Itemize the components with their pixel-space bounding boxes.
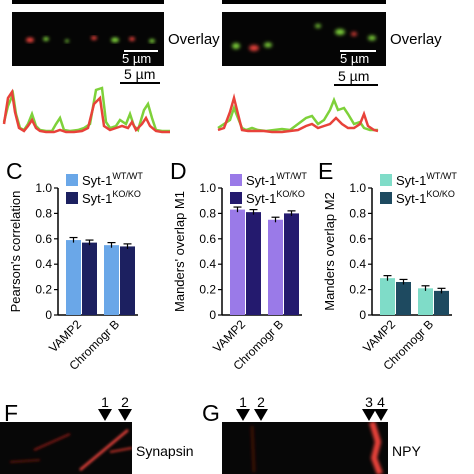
y-tick-label: 0.6 xyxy=(199,232,216,246)
y-tick-label: 0.2 xyxy=(199,283,216,297)
bar xyxy=(418,288,433,315)
panel-letter-d: D xyxy=(170,158,187,184)
legend-swatch xyxy=(66,192,78,204)
y-tick-label: 0.2 xyxy=(35,283,52,297)
panel-letter-f: F xyxy=(4,400,19,426)
arrowhead-icon xyxy=(362,409,376,421)
legend-swatch xyxy=(380,174,392,186)
y-tick-label: 0 xyxy=(209,308,216,322)
y-tick-label: 0.4 xyxy=(199,257,216,271)
arrow-label-g-2: 2 xyxy=(257,394,265,410)
y-tick-label: 0.2 xyxy=(349,283,366,297)
y-tick-label: 1.0 xyxy=(349,181,366,195)
red-trace xyxy=(2,88,170,134)
arrowhead-icon xyxy=(236,409,250,421)
legend-swatch xyxy=(66,174,78,186)
y-tick-label: 0.8 xyxy=(35,206,52,220)
legend-swatch xyxy=(230,192,242,204)
arrow-label-g-3: 3 xyxy=(365,394,373,410)
legend-label: Syt-1KO/KO xyxy=(82,189,141,206)
top-bar-right xyxy=(222,0,386,4)
arrow-label-f-1: 1 xyxy=(101,394,109,410)
bar xyxy=(434,290,449,315)
kymograph-label-npy: NPY xyxy=(392,443,421,459)
bar xyxy=(66,240,81,315)
legend-label: Syt-1KO/KO xyxy=(396,189,455,206)
panel-letter-g: G xyxy=(202,400,220,426)
scale-bar-line xyxy=(124,50,158,52)
kymograph-npy xyxy=(222,422,388,474)
top-bar-left xyxy=(12,0,164,4)
overlay-label-right: Overlay xyxy=(390,31,442,48)
y-tick-label: 0.6 xyxy=(349,232,366,246)
arrow-label-f-2: 2 xyxy=(121,394,129,410)
arrow-label-g-1: 1 xyxy=(239,394,247,410)
legend-label: Syt-1WT/WT xyxy=(82,171,143,188)
arrow-label-g-4: 4 xyxy=(377,394,385,410)
trace-scale-label-right: 5 µm xyxy=(338,68,370,84)
y-axis-label: Pearson's correlation xyxy=(8,191,23,313)
trace-scale-label-left: 5 µm xyxy=(124,66,156,82)
scale-bar-label: 5 µm xyxy=(340,51,370,66)
trace-scale-line-right xyxy=(334,84,378,86)
arrowhead-icon xyxy=(374,409,388,421)
line-scan-trace-left xyxy=(2,86,170,134)
bar xyxy=(82,242,97,315)
bar xyxy=(120,246,135,315)
y-tick-label: 0 xyxy=(45,308,52,322)
red-trace xyxy=(217,93,379,134)
line-scan-trace-right xyxy=(217,93,379,134)
y-tick-label: 1.0 xyxy=(199,181,216,195)
legend-swatch xyxy=(230,174,242,186)
y-tick-label: 1.0 xyxy=(35,181,52,195)
bar-chart-d: Manders' overlap M100.20.40.60.81.0VAMP2… xyxy=(172,171,307,373)
arrowhead-icon xyxy=(98,409,112,421)
bar-chart-e: Manders overlap M200.20.40.60.81.0VAMP2C… xyxy=(322,171,457,373)
legend-label: Syt-1WT/WT xyxy=(396,171,457,188)
scale-bar-label: 5 µm xyxy=(122,51,152,66)
y-tick-label: 0.8 xyxy=(349,206,366,220)
overlay-label-left: Overlay xyxy=(168,31,220,48)
bar xyxy=(104,245,119,315)
legend-swatch xyxy=(380,192,392,204)
y-tick-label: 0.8 xyxy=(199,206,216,220)
overlay-image-right: 5 µm xyxy=(222,12,386,66)
bar xyxy=(268,219,283,315)
bar xyxy=(284,213,299,315)
bar xyxy=(380,278,395,315)
y-tick-label: 0.4 xyxy=(349,257,366,271)
bar xyxy=(396,281,411,315)
y-axis-label: Manders' overlap M1 xyxy=(172,191,187,312)
bar xyxy=(230,209,245,315)
y-axis-label: Manders overlap M2 xyxy=(322,192,337,311)
trace-scale-line-left xyxy=(120,82,160,84)
panel-letter-e: E xyxy=(318,158,334,184)
kymograph-label-synapsin: Synapsin xyxy=(136,443,194,459)
y-tick-label: 0.6 xyxy=(35,232,52,246)
panel-letter-c: C xyxy=(6,158,23,184)
arrowhead-icon xyxy=(118,409,132,421)
bar-chart-c: Pearson's correlation00.20.40.60.81.0VAM… xyxy=(8,171,143,373)
kymograph-synapsin xyxy=(0,422,132,474)
y-tick-label: 0 xyxy=(359,308,366,322)
legend-label: Syt-1WT/WT xyxy=(246,171,307,188)
scale-bar-line xyxy=(340,50,376,52)
overlay-image-left: 5 µm xyxy=(12,12,164,66)
legend-label: Syt-1KO/KO xyxy=(246,189,305,206)
bar xyxy=(246,212,261,315)
y-tick-label: 0.4 xyxy=(35,257,52,271)
arrowhead-icon xyxy=(254,409,268,421)
